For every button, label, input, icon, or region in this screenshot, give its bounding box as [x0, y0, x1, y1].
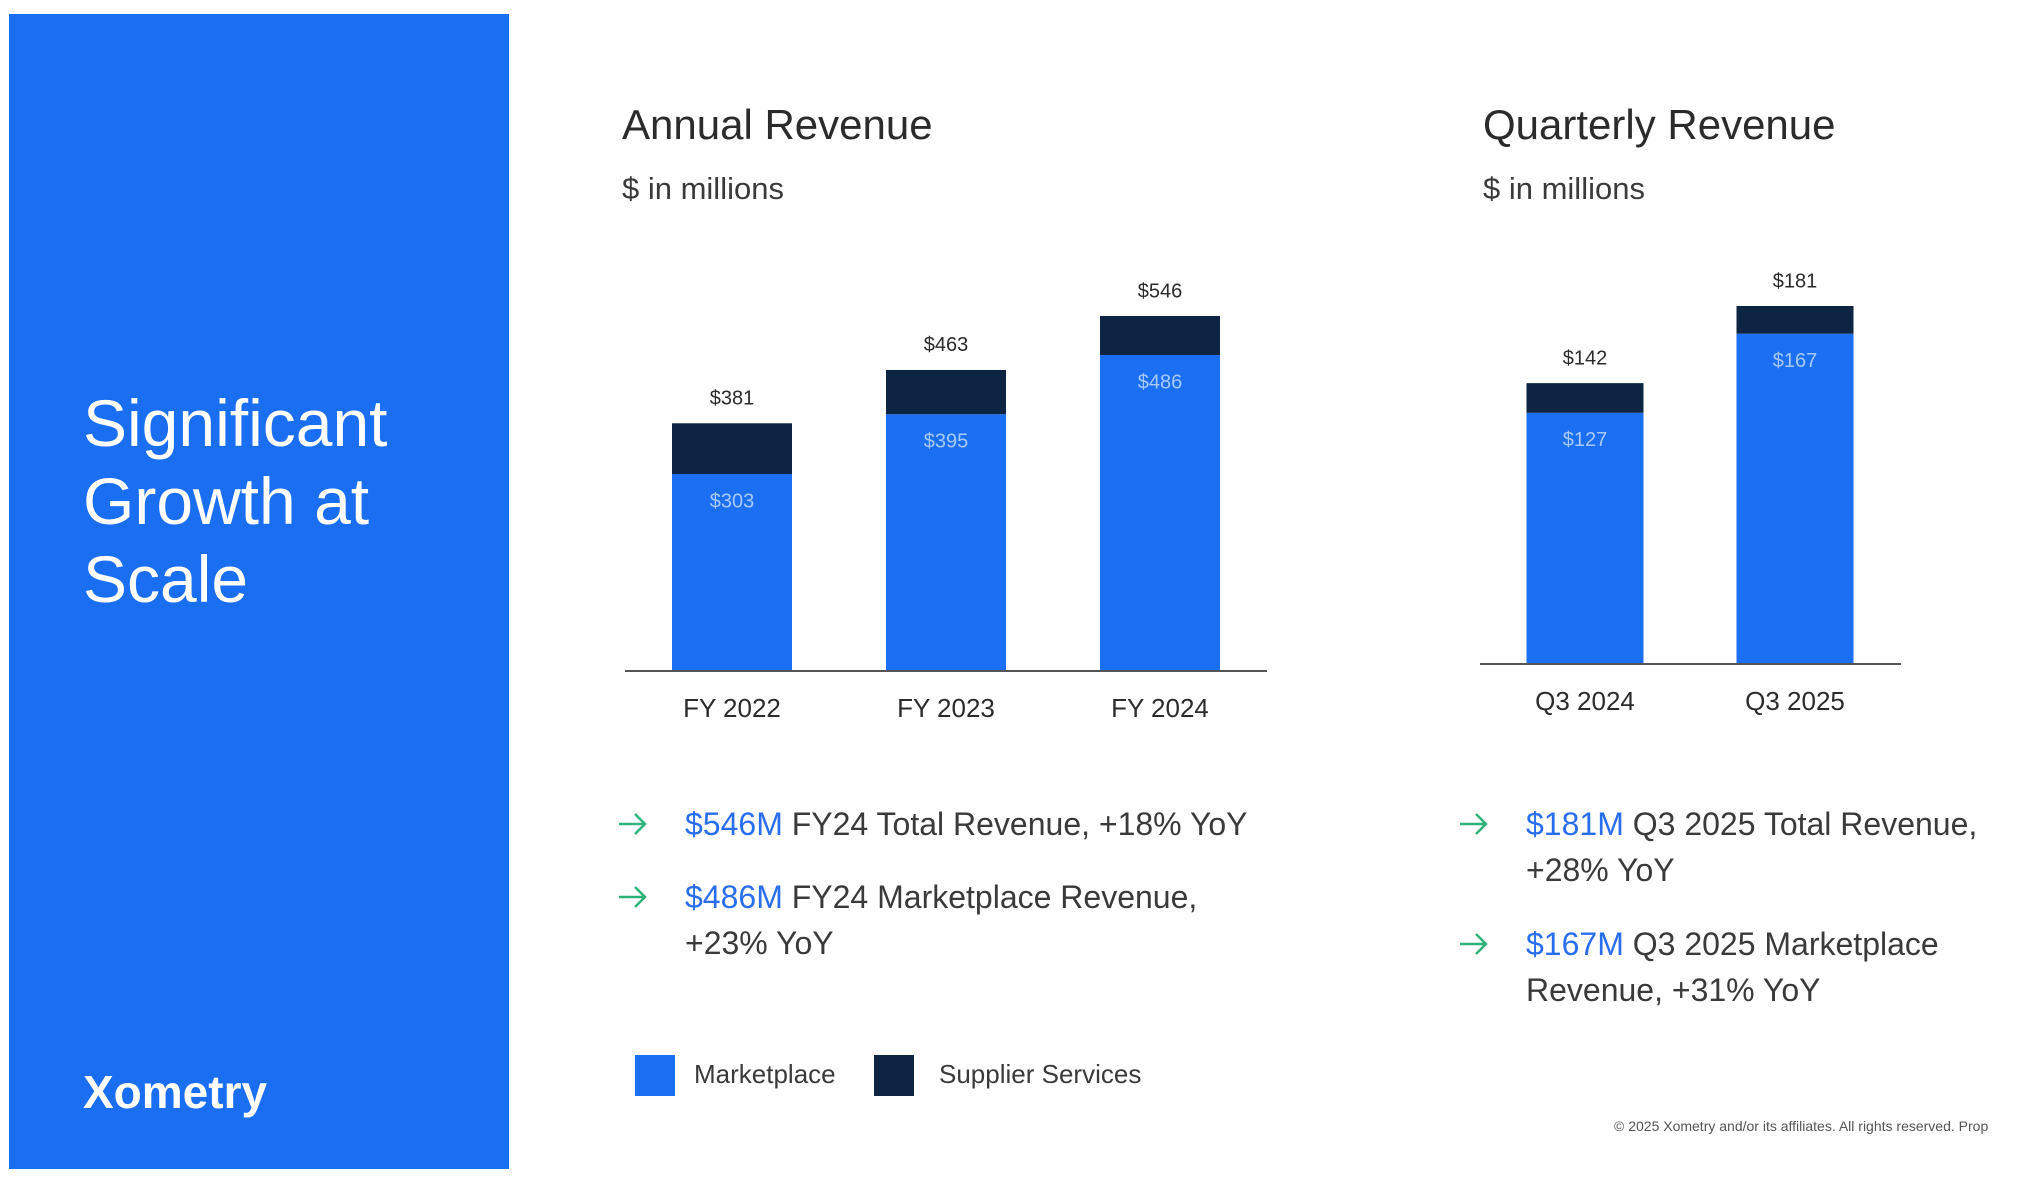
- bar-segment: [1100, 316, 1220, 356]
- arrow: [619, 886, 647, 908]
- legend-label: Supplier Services: [939, 1059, 1141, 1089]
- bullet-text: FY24 Total Revenue, +18% YoY: [791, 806, 1248, 842]
- x-tick-label: FY 2023: [897, 693, 995, 723]
- total-label: $142: [1563, 347, 1608, 369]
- bar-segment: [1736, 333, 1854, 664]
- bar-segment: [1526, 383, 1644, 413]
- x-tick-label: Q3 2024: [1535, 686, 1635, 716]
- bar-segment: [1736, 306, 1854, 334]
- bullet-arrows: [619, 813, 1488, 955]
- total-label: $381: [710, 388, 755, 410]
- bar-segment: [672, 473, 792, 671]
- bar-segment: [1100, 355, 1220, 671]
- bar-segment: [886, 414, 1006, 671]
- total-label: $181: [1773, 270, 1818, 292]
- legend-swatch: [635, 1055, 675, 1096]
- value-label: $127: [1563, 429, 1608, 451]
- chart-subtitle: $ in millions: [1483, 171, 1645, 206]
- total-label: $463: [924, 334, 969, 356]
- legend-swatch: [874, 1055, 914, 1096]
- bullet: $546M FY24 Total Revenue, +18% YoY: [685, 801, 1275, 847]
- footer: © 2025 Xometry and/or its affiliates. Al…: [1614, 1118, 1989, 1134]
- bullet-text: Q3 2025 Marketplace Revenue, +31% YoY: [1526, 926, 1939, 1008]
- bullet-text: FY24 Marketplace Revenue, +23% YoY: [685, 879, 1198, 961]
- value-label: $486: [1138, 371, 1183, 393]
- bullet: $486M FY24 Marketplace Revenue, +23% YoY: [685, 874, 1275, 966]
- value-label: $395: [924, 430, 969, 452]
- x-tick-label: Q3 2025: [1745, 686, 1845, 716]
- value-label: $167: [1773, 350, 1818, 372]
- bullet: $167M Q3 2025 Marketplace Revenue, +31% …: [1526, 921, 2026, 1013]
- bar-segment: [672, 423, 792, 474]
- total-label: $546: [1138, 280, 1183, 302]
- arrow: [1460, 933, 1488, 955]
- bullet-highlight: $546M: [685, 806, 783, 842]
- chart-title: Annual Revenue: [622, 101, 933, 148]
- bullet-text: Q3 2025 Total Revenue, +28% YoY: [1526, 806, 1978, 888]
- bar-segment: [886, 369, 1006, 415]
- bullet-highlight: $486M: [685, 879, 783, 915]
- chart-subtitle: $ in millions: [622, 171, 784, 206]
- value-label: $303: [710, 490, 755, 512]
- side-panel: [9, 14, 509, 1169]
- side-title: Significant Growth at Scale: [83, 386, 388, 616]
- chart-title: Quarterly Revenue: [1483, 101, 1836, 148]
- bar-segment: [1526, 412, 1644, 664]
- legend-label: Marketplace: [694, 1059, 836, 1089]
- bullet-highlight: $167M: [1526, 926, 1624, 962]
- x-tick-label: FY 2022: [683, 693, 781, 723]
- x-tick-label: FY 2024: [1111, 693, 1209, 723]
- bullet: $181M Q3 2025 Total Revenue, +28% YoY: [1526, 801, 2026, 893]
- logo: Xometry: [83, 1066, 267, 1118]
- arrow: [619, 813, 647, 835]
- bullet-highlight: $181M: [1526, 806, 1624, 842]
- arrow: [1460, 813, 1488, 835]
